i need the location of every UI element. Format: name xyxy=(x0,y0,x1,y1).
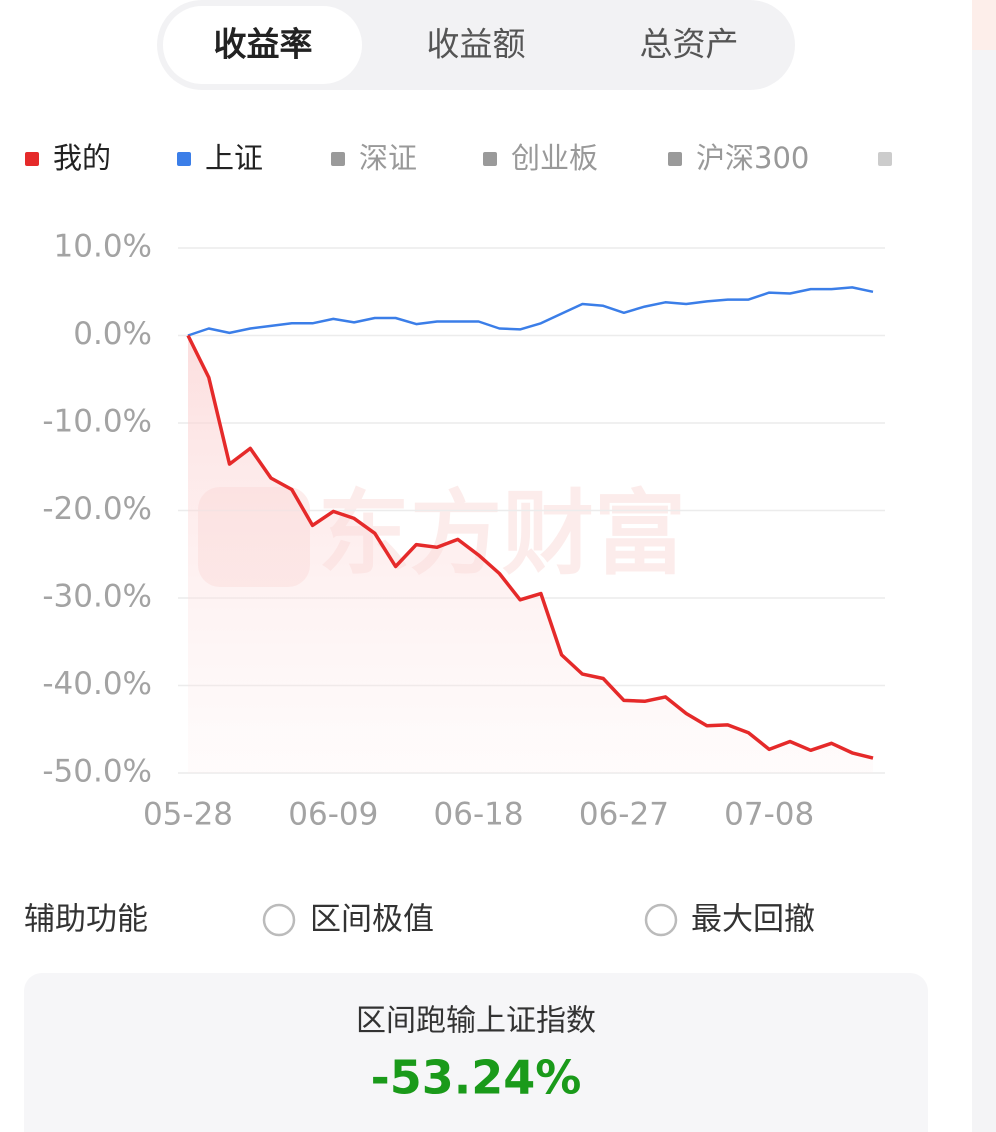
side-panel-top xyxy=(972,0,996,50)
x-tick-label: 07-08 xyxy=(724,797,814,833)
chart: 东方财富10.0%0.0%-10.0%-20.0%-30.0%-40.0%-50… xyxy=(25,141,892,833)
aux-label: 辅助功能 xyxy=(24,902,148,938)
radio[interactable] xyxy=(262,903,296,937)
legend-swatch xyxy=(878,152,892,166)
legend-label[interactable]: 上证 xyxy=(205,141,263,175)
tab[interactable]: 收益额 xyxy=(427,25,526,64)
y-tick-label: -10.0% xyxy=(42,404,152,440)
tab-active xyxy=(163,6,362,84)
y-tick-label: -30.0% xyxy=(42,579,152,615)
x-tick-label: 06-18 xyxy=(434,797,524,833)
x-tick-label: 06-27 xyxy=(579,797,669,833)
legend-swatch xyxy=(668,152,682,166)
legend-swatch xyxy=(25,152,39,166)
x-tick-label: 06-09 xyxy=(288,797,378,833)
tab[interactable]: 总资产 xyxy=(640,25,739,64)
y-tick-label: -50.0% xyxy=(42,754,152,790)
tab[interactable]: 收益率 xyxy=(214,25,313,64)
y-tick-label: 10.0% xyxy=(54,229,152,265)
legend-swatch xyxy=(331,152,345,166)
summary-value: -53.24% xyxy=(371,1051,582,1105)
summary-label: 区间跑输上证指数 xyxy=(356,1004,596,1039)
x-tick-label: 05-28 xyxy=(143,797,233,833)
line xyxy=(186,334,874,760)
aux-option[interactable]: 最大回撤 xyxy=(691,902,815,938)
y-tick-label: -20.0% xyxy=(42,491,152,527)
legend-label[interactable]: 创业板 xyxy=(511,141,598,175)
line xyxy=(187,286,874,337)
area xyxy=(188,335,873,773)
legend-label[interactable]: 深证 xyxy=(359,141,417,175)
side-panel xyxy=(972,0,996,1132)
y-tick-label: 0.0% xyxy=(73,316,152,352)
legend-swatch xyxy=(483,152,497,166)
legend-label[interactable]: 沪深300 xyxy=(696,141,809,175)
summary-box xyxy=(24,973,928,1132)
y-tick-label: -40.0% xyxy=(42,666,152,702)
radio[interactable] xyxy=(644,903,678,937)
aux-option[interactable]: 区间极值 xyxy=(310,902,434,938)
legend-swatch xyxy=(177,152,191,166)
legend-label[interactable]: 我的 xyxy=(53,141,111,175)
